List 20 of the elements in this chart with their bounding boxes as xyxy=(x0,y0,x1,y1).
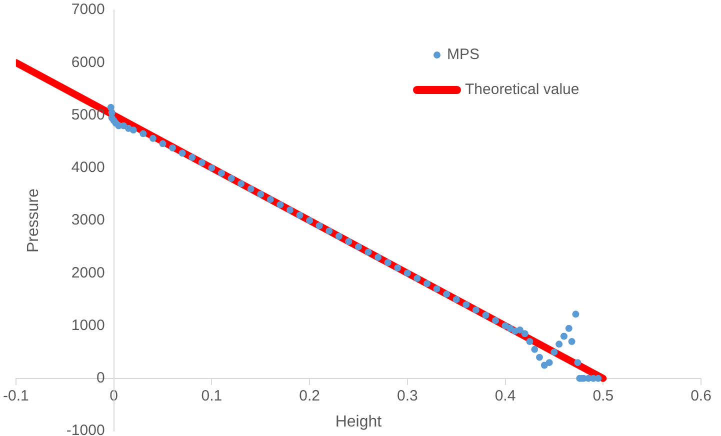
y-tick-label: 4000 xyxy=(71,159,105,176)
y-tick-label: 2000 xyxy=(71,264,105,282)
y-tick-label: -1000 xyxy=(66,422,105,436)
y-tick-label: 7000 xyxy=(71,1,105,18)
x-tick-label: 0.4 xyxy=(494,388,516,405)
x-tick-label: 0.5 xyxy=(592,388,614,405)
y-tick-label: 5000 xyxy=(71,106,105,124)
x-axis-title: Height xyxy=(335,413,382,430)
x-tick-label: 0.6 xyxy=(690,388,712,405)
x-tick-label: -0.1 xyxy=(2,388,29,405)
y-tick-label: 1000 xyxy=(71,316,105,334)
x-tick-label: 0.2 xyxy=(299,388,320,405)
x-tick-label: 0.3 xyxy=(396,388,418,405)
y-tick-label: 3000 xyxy=(71,212,105,229)
legend-label: MPS xyxy=(447,46,480,64)
x-tick-label: 0.1 xyxy=(201,388,222,405)
legend-label: Theoretical value xyxy=(465,81,580,98)
y-tick-label: 0 xyxy=(96,370,105,387)
y-tick-label: 6000 xyxy=(71,54,105,71)
y-axis-title: Pressure xyxy=(25,188,42,253)
